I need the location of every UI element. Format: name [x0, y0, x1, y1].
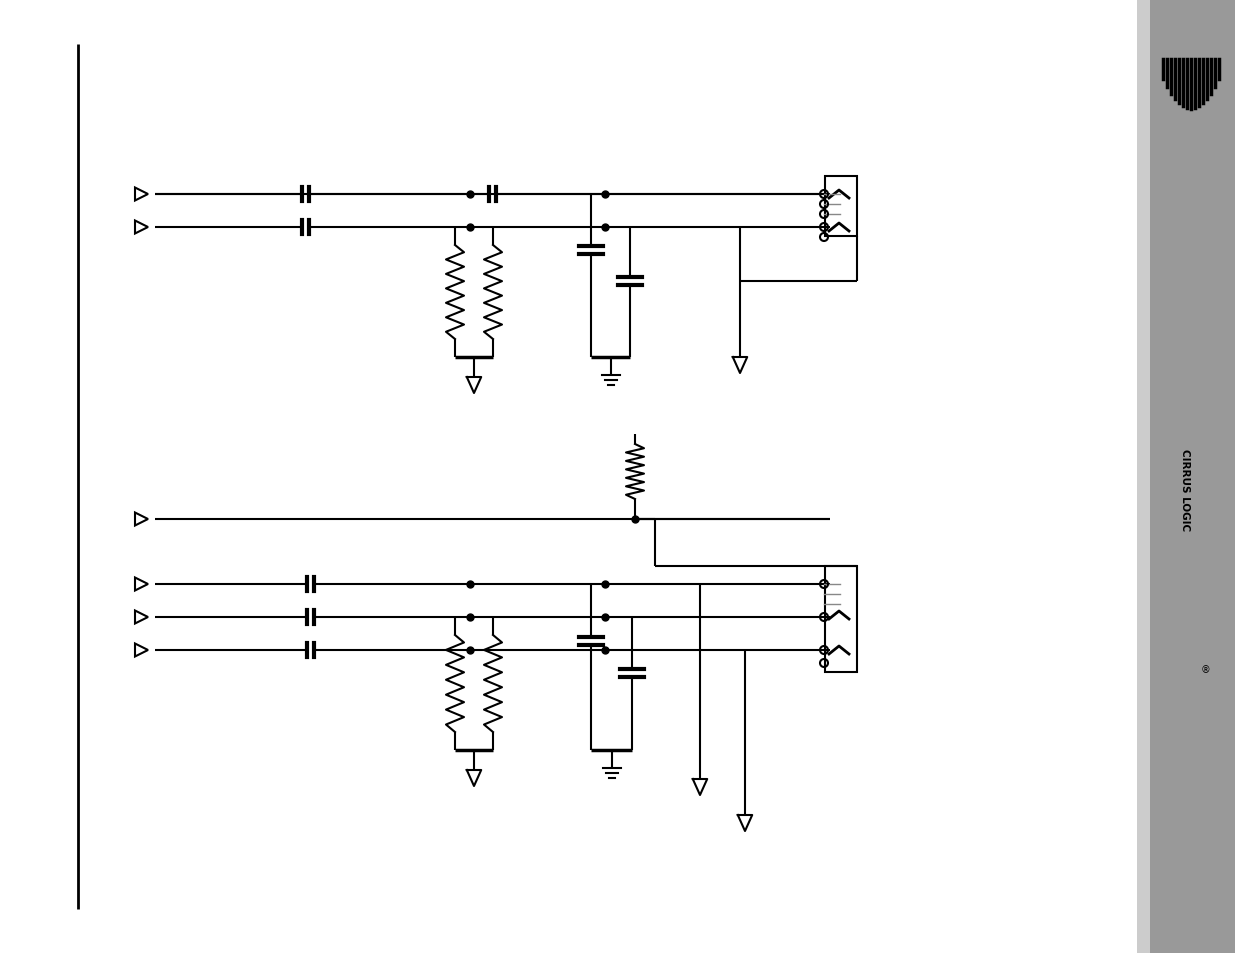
Bar: [825, 177, 857, 236]
Bar: [1137, 0, 1150, 953]
Text: CIRRUS LOGIC: CIRRUS LOGIC: [1179, 449, 1191, 531]
Bar: [1149, 0, 1235, 953]
Bar: [825, 566, 857, 672]
Text: ®: ®: [1200, 664, 1210, 675]
